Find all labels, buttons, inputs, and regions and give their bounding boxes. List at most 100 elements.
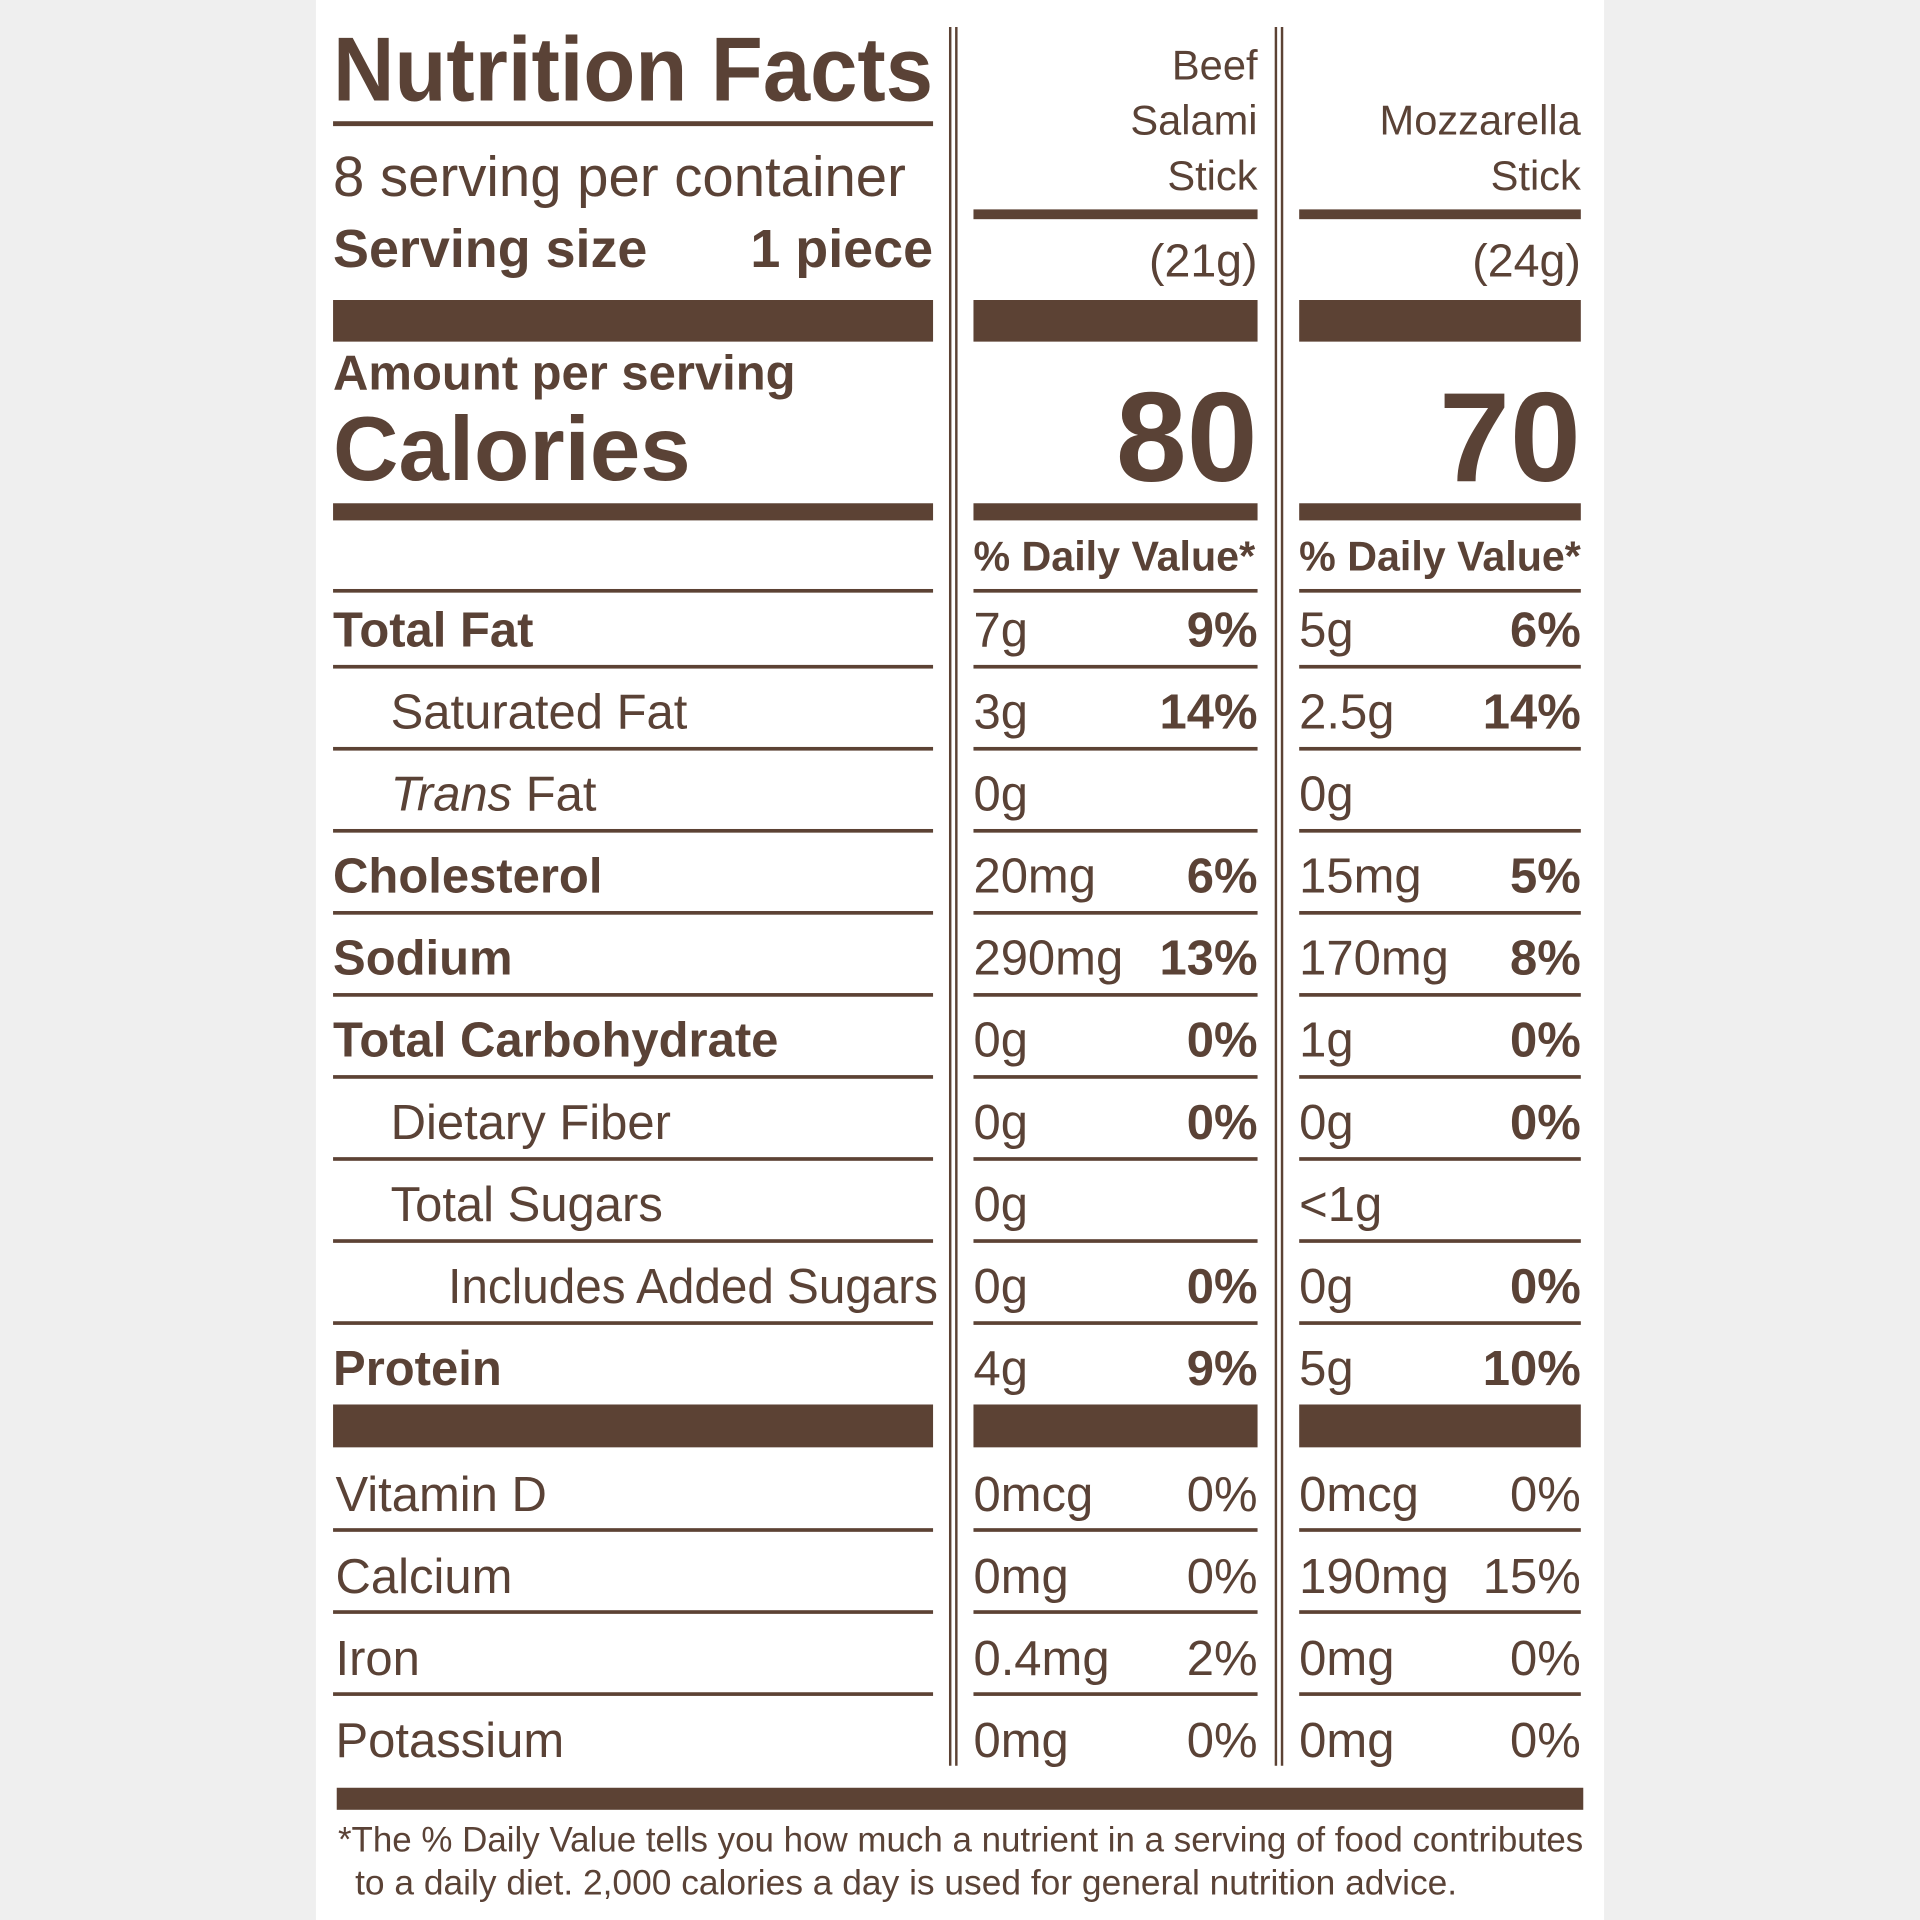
thin-rule bbox=[973, 588, 1258, 593]
row-rule bbox=[973, 664, 1258, 669]
column-name: Stick bbox=[1491, 152, 1581, 199]
row-rule bbox=[973, 1157, 1258, 1161]
vitamin-label: Potassium bbox=[336, 1714, 565, 1768]
vitamin-amount: 0mcg bbox=[973, 1468, 1093, 1522]
thick-bar bbox=[333, 300, 934, 342]
row-rule bbox=[1299, 1239, 1581, 1243]
row-rule bbox=[973, 1610, 1258, 1614]
nutrient-daily-value: 8% bbox=[1510, 932, 1581, 986]
vitamin-amount: 0mg bbox=[973, 1550, 1068, 1604]
nutrient-daily-value: 0% bbox=[1187, 1260, 1258, 1314]
thin-rule bbox=[333, 588, 934, 593]
column-name-rule bbox=[973, 209, 1258, 220]
row-rule bbox=[333, 1610, 934, 1614]
thin-rule bbox=[1299, 588, 1581, 593]
nutrient-amount: 3g bbox=[973, 686, 1027, 740]
row-rule bbox=[973, 911, 1258, 915]
row-rule bbox=[1299, 664, 1581, 669]
nutrient-daily-value: 9% bbox=[1187, 604, 1258, 658]
nutrient-amount: 4g bbox=[973, 1342, 1027, 1396]
vitamin-daily-value: 0% bbox=[1187, 1550, 1258, 1604]
thick-bar bbox=[973, 300, 1258, 342]
nutrient-label: Cholesterol bbox=[333, 850, 602, 904]
row-rule bbox=[973, 1528, 1258, 1532]
nutrient-label: Dietary Fiber bbox=[391, 1096, 671, 1150]
row-rule bbox=[973, 1321, 1258, 1325]
nutrient-amount: 1g bbox=[1299, 1014, 1353, 1068]
row-rule bbox=[333, 1321, 934, 1325]
vitamin-label: Calcium bbox=[336, 1550, 513, 1604]
nutrient-amount: 0g bbox=[1299, 1260, 1353, 1314]
column-name-rule bbox=[1299, 209, 1581, 220]
vitamin-label: Vitamin D bbox=[336, 1468, 547, 1522]
row-rule bbox=[333, 746, 934, 751]
row-rule bbox=[1299, 746, 1581, 751]
nutrient-daily-value: 13% bbox=[1160, 932, 1258, 986]
nutrient-daily-value: 5% bbox=[1510, 850, 1581, 904]
medium-bar bbox=[333, 503, 934, 521]
row-rule bbox=[333, 1075, 934, 1079]
nutrient-daily-value: 10% bbox=[1483, 1342, 1581, 1396]
nutrient-amount: 0g bbox=[973, 1260, 1027, 1314]
vitamin-amount: 190mg bbox=[1299, 1550, 1449, 1604]
footnote: to a daily diet. 2,000 calories a day is… bbox=[355, 1862, 1457, 1902]
row-rule bbox=[1299, 1075, 1581, 1079]
vitamin-daily-value: 2% bbox=[1187, 1632, 1258, 1686]
nutrient-amount: 5g bbox=[1299, 1342, 1353, 1396]
nutrient-daily-value: 6% bbox=[1187, 850, 1258, 904]
nutrient-label: Total Fat bbox=[333, 604, 533, 658]
vitamin-daily-value: 0% bbox=[1187, 1468, 1258, 1522]
vitamin-label: Iron bbox=[336, 1632, 420, 1686]
nutrient-daily-value: 0% bbox=[1510, 1096, 1581, 1150]
vitamin-amount: 0mg bbox=[973, 1714, 1068, 1768]
title-rule bbox=[333, 121, 934, 127]
nutrient-amount: 0g bbox=[973, 1178, 1027, 1232]
row-rule bbox=[973, 993, 1258, 997]
nutrient-daily-value: 6% bbox=[1510, 604, 1581, 658]
row-rule bbox=[973, 1692, 1258, 1696]
nutrient-label-text: Fat bbox=[512, 768, 597, 822]
row-rule bbox=[1299, 993, 1581, 997]
nutrient-amount: 20mg bbox=[973, 850, 1096, 904]
nutrient-daily-value: 0% bbox=[1510, 1014, 1581, 1068]
serving-size-label: Serving size bbox=[333, 219, 647, 279]
calories-value: 70 bbox=[1439, 366, 1581, 508]
nutrient-label: Includes Added Sugars bbox=[448, 1260, 938, 1314]
nutrient-amount: 290mg bbox=[973, 932, 1123, 986]
vitamin-amount: 0mcg bbox=[1299, 1468, 1419, 1522]
nutrient-label-italic: Trans bbox=[391, 768, 513, 822]
serving-size-value: 1 piece bbox=[750, 219, 933, 279]
vitamin-amount: 0.4mg bbox=[973, 1632, 1109, 1686]
row-rule bbox=[973, 828, 1258, 833]
column-weight: (21g) bbox=[1149, 235, 1258, 287]
amount-per-serving: Amount per serving bbox=[333, 346, 796, 400]
vitamin-amount: 0mg bbox=[1299, 1714, 1394, 1768]
row-rule bbox=[333, 993, 934, 997]
nutrient-amount: 15mg bbox=[1299, 850, 1421, 904]
column-name: Salami bbox=[1130, 97, 1257, 144]
nutrient-daily-value: 14% bbox=[1483, 686, 1581, 740]
title: Nutrition Facts bbox=[333, 19, 933, 120]
column-name: Mozzarella bbox=[1380, 97, 1582, 144]
thick-bar bbox=[1299, 1404, 1581, 1448]
nutrient-daily-value: 0% bbox=[1187, 1096, 1258, 1150]
nutrient-amount: 0g bbox=[973, 1096, 1027, 1150]
nutrient-amount: 7g bbox=[973, 604, 1027, 658]
nutrient-daily-value: 14% bbox=[1160, 686, 1258, 740]
row-rule bbox=[1299, 1528, 1581, 1532]
row-rule bbox=[1299, 1692, 1581, 1696]
thick-bar bbox=[333, 1404, 934, 1448]
vitamin-daily-value: 0% bbox=[1510, 1714, 1581, 1768]
nutrient-label: Sodium bbox=[333, 932, 513, 986]
row-rule bbox=[333, 1528, 934, 1532]
row-rule bbox=[973, 746, 1258, 751]
daily-value-header: % Daily Value* bbox=[973, 533, 1255, 580]
nutrient-amount: 0g bbox=[973, 1014, 1027, 1068]
nutrient-daily-value: 0% bbox=[1510, 1260, 1581, 1314]
nutrient-daily-value: 0% bbox=[1187, 1014, 1258, 1068]
row-rule bbox=[1299, 1157, 1581, 1161]
nutrient-amount: 0g bbox=[973, 768, 1027, 822]
bottom-bar bbox=[336, 1787, 1584, 1810]
